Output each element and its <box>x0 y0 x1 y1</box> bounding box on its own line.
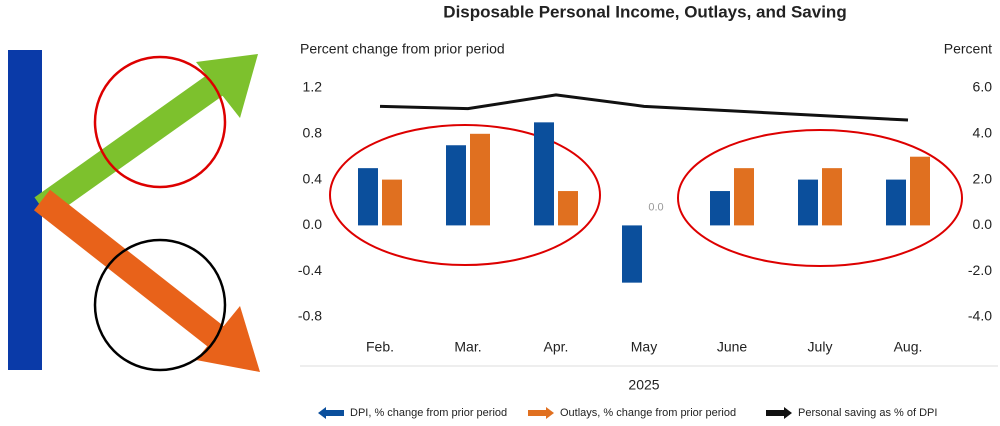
bar <box>470 133 490 226</box>
bar <box>558 191 578 226</box>
y-tick-label: 0.8 <box>303 125 323 141</box>
highlight-ellipse <box>329 124 601 266</box>
line <box>379 93 909 122</box>
logo-up-arrowhead <box>196 54 258 118</box>
y2-tick-label: 0.0 <box>973 216 993 232</box>
y2-tick-label: 2.0 <box>973 170 993 186</box>
x-tick-label: June <box>717 339 748 355</box>
logo-down-arrow <box>33 189 237 357</box>
logo <box>8 50 260 372</box>
y2-tick-label: 4.0 <box>973 125 993 141</box>
x-tick-label: Aug. <box>894 339 923 355</box>
y-tick-label: -0.4 <box>298 262 322 278</box>
x-axis-label: 2025 <box>628 377 659 393</box>
y2-tick-label: -2.0 <box>968 262 992 278</box>
bar <box>734 168 754 226</box>
bar <box>886 179 906 226</box>
y-tick-label: 1.2 <box>303 79 323 95</box>
bar <box>822 168 842 226</box>
bar <box>798 179 818 226</box>
red-circle <box>93 55 227 189</box>
x-tick-label: May <box>631 339 657 355</box>
legend-marker <box>318 407 344 419</box>
y2-tick-label: -4.0 <box>968 308 992 324</box>
x-tick-label: Apr. <box>544 339 569 355</box>
chart-title: Disposable Personal Income, Outlays, and… <box>443 2 846 21</box>
bar <box>446 145 466 226</box>
bar <box>622 225 642 283</box>
black-circle <box>93 238 227 372</box>
bar <box>382 179 402 226</box>
y-tick-label: 0.4 <box>303 170 323 186</box>
y2-axis-label: Percent <box>944 41 992 57</box>
legend-label: Outlays, % change from prior period <box>560 407 736 419</box>
bar <box>910 156 930 226</box>
y-axis-label: Percent change from prior period <box>300 41 505 57</box>
logo-up-arrow <box>34 65 236 219</box>
highlight-ellipse <box>677 129 963 267</box>
legend-label: DPI, % change from prior period <box>350 407 507 419</box>
legend-marker <box>766 407 792 419</box>
y-tick-label: 0.0 <box>303 216 323 232</box>
value-label: 0.0 <box>648 201 663 213</box>
x-tick-label: Feb. <box>366 339 394 355</box>
y-tick-label: -0.8 <box>298 308 322 324</box>
logo-down-arrowhead <box>196 306 260 372</box>
legend-label: Personal saving as % of DPI <box>798 407 937 419</box>
y2-tick-label: 6.0 <box>973 79 993 95</box>
x-tick-label: July <box>808 339 833 355</box>
bar <box>358 168 378 226</box>
bar <box>710 191 730 226</box>
legend-marker <box>528 407 554 419</box>
x-tick-label: Mar. <box>454 339 481 355</box>
bar <box>534 122 554 226</box>
